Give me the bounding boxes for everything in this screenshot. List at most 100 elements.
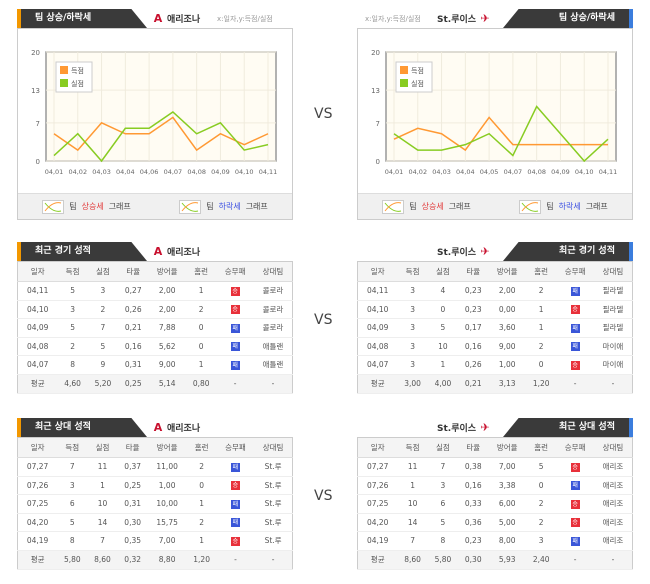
column-header: 홈런 <box>186 261 217 282</box>
table-row: 04,10 3 0 0,23 0,00 1 승 필라델 <box>357 300 633 319</box>
result-badge: 승 <box>570 499 580 509</box>
cell: 5 <box>427 513 459 532</box>
table-row: 04,07 8 9 0,31 9,00 1 패 애틀랜 <box>17 355 293 375</box>
column-header: 상대팀 <box>254 437 293 458</box>
cell: 2,00 <box>488 281 526 301</box>
x-tick-label: 04,03 <box>432 168 451 176</box>
cell: 2,00 <box>148 300 186 319</box>
cell: 0,80 <box>186 374 217 394</box>
column-header: 실점 <box>87 437 118 458</box>
cell: 6 <box>57 494 88 514</box>
table-row: 04,11 3 4 0,23 2,00 2 패 필라델 <box>357 281 633 301</box>
cell: 5 <box>57 513 88 532</box>
vs-label: VS <box>314 106 333 122</box>
header-row: 일자 득점 실점 타율 방어율 홈런 승무패 상대팀 <box>17 261 293 282</box>
h2h-tab-title: 최근 상대 성적 <box>503 418 633 437</box>
cell: 5,00 <box>488 513 526 532</box>
cell: 5 <box>526 457 557 477</box>
cell: 0,35 <box>117 531 148 551</box>
legend-swatch <box>400 79 408 87</box>
cell: 9 <box>87 355 119 375</box>
team-label: A 애리조나 <box>153 420 201 434</box>
cell: 2,40 <box>526 550 557 570</box>
trend-tab-title: 팀 상승/하락세 <box>17 9 147 28</box>
x-tick-label: 04,07 <box>164 168 183 176</box>
cell: 3 <box>57 300 88 319</box>
cell: 8,60 <box>397 550 428 570</box>
column-header: 일자 <box>17 437 58 458</box>
team-label: A 애리조나 <box>153 244 201 258</box>
x-tick-label: 04,06 <box>140 168 159 176</box>
down-trend-toggle[interactable]: 팀 하락세 그래프 <box>519 199 608 214</box>
column-header: 타율 <box>458 437 489 458</box>
table-row: 07,25 6 10 0,31 10,00 1 패 St.루 <box>17 494 293 514</box>
cell: 2 <box>57 337 88 356</box>
legend-label: 실점 <box>411 79 424 88</box>
down-trend-toggle[interactable]: 팀 하락세 그래프 <box>179 199 268 214</box>
legend-bar: 팀 상승세 그래프 팀 하락세 그래프 <box>18 193 292 219</box>
column-header: 상대팀 <box>593 261 633 282</box>
cell: 0,31 <box>118 355 149 375</box>
cell: 11,00 <box>147 457 187 477</box>
table-row: 07,26 1 3 0,16 3,38 0 패 애리조 <box>357 476 633 495</box>
legend-label: 득점 <box>71 67 84 75</box>
up-trend-toggle[interactable]: 팀 상승세 그래프 <box>42 199 131 214</box>
cell: 애리조 <box>593 494 633 514</box>
cardinals-logo-icon: ✈ <box>480 420 490 434</box>
cell: 마이애 <box>593 355 633 375</box>
cell: St.루 <box>254 476 293 495</box>
cell: 1 <box>427 355 459 375</box>
legend-bar: 팀 상승세 그래프 팀 하락세 그래프 <box>358 193 632 219</box>
x-tick-label: 04,02 <box>68 168 87 176</box>
cell: 3 <box>57 476 88 495</box>
result-badge: 패 <box>230 499 240 509</box>
cell: 07,27 <box>357 457 398 477</box>
cell: 0,37 <box>117 457 148 477</box>
cell: 6 <box>427 494 459 514</box>
cell: 0,16 <box>458 337 489 356</box>
trend-tab-title: 팀 상승/하락세 <box>503 9 633 28</box>
cell: 04,09 <box>357 318 398 338</box>
cell: 5 <box>57 281 88 301</box>
cell: 애리조 <box>593 476 633 495</box>
result-badge: 패 <box>570 481 580 491</box>
cell: 7 <box>57 457 88 477</box>
cell: 1 <box>87 476 118 495</box>
result-badge: 승 <box>570 360 580 370</box>
cell: - <box>556 374 594 394</box>
cross-lines-icon <box>382 199 405 214</box>
recent-tab-title: 최근 경기 성적 <box>503 242 633 261</box>
cell: 14 <box>397 513 428 532</box>
cell: 3,60 <box>488 318 526 338</box>
y-tick-label: 20 <box>371 49 380 57</box>
cell: 7,00 <box>488 457 526 477</box>
cell: 마이애 <box>593 337 633 356</box>
cell: 5 <box>427 318 459 338</box>
cell: 04,08 <box>17 337 58 356</box>
series-line-score <box>53 116 269 152</box>
cell: 5,93 <box>488 550 526 570</box>
h2h-table: 일자 득점 실점 타율 방어율 홈런 승무패 상대팀 07,27 7 11 0,37 11,00 2 패 St… <box>17 437 293 570</box>
column-header: 방어율 <box>488 437 526 458</box>
up-trend-toggle[interactable]: 팀 상승세 그래프 <box>382 199 471 214</box>
cell: 10 <box>87 494 118 514</box>
cell: 0,36 <box>458 513 489 532</box>
cell: 콜로라 <box>253 300 293 319</box>
cell: 1 <box>186 281 217 301</box>
table-row: 04,09 5 7 0,21 7,88 0 패 콜로라 <box>17 318 293 338</box>
cell: 3 <box>87 281 119 301</box>
cell: 1,20 <box>526 374 557 394</box>
cell: 5 <box>87 337 119 356</box>
column-header: 홈런 <box>186 437 217 458</box>
legend-swatch <box>60 66 68 74</box>
cell: 3 <box>397 355 428 375</box>
axis-note: x:일자,y:득점/실점 <box>365 15 421 23</box>
cell: - <box>253 374 293 394</box>
cell: 애틀랜 <box>253 355 293 375</box>
cell: 10 <box>427 337 459 356</box>
x-tick-label: 04,11 <box>599 168 618 176</box>
vs-label: VS <box>314 488 333 504</box>
cell: 0,25 <box>118 374 149 394</box>
cell: 0,38 <box>458 457 489 477</box>
average-row: 평균 8,60 5,80 0,30 5,93 2,40- - <box>357 550 633 570</box>
